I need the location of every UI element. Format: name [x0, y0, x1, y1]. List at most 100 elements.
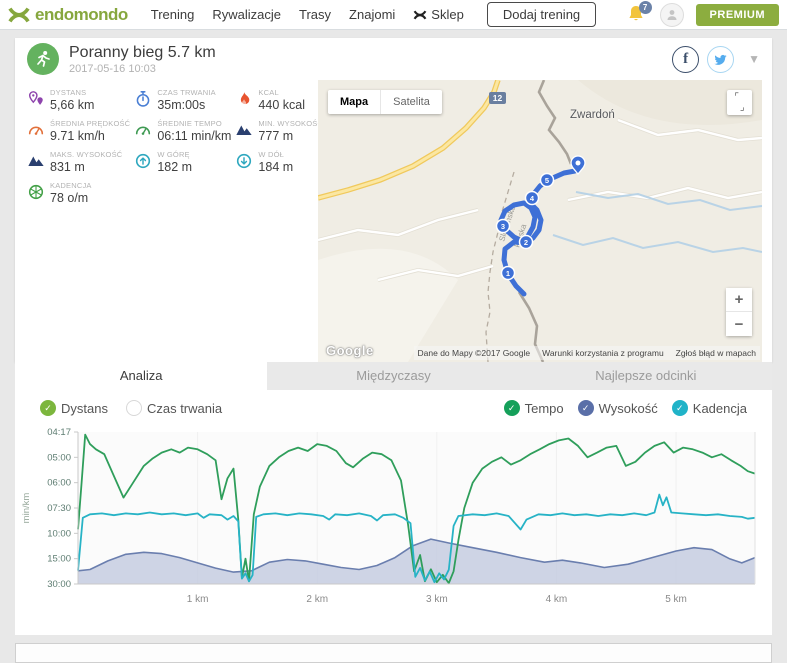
- map-view-button[interactable]: Mapa: [328, 90, 381, 114]
- twitter-share-button[interactable]: [707, 45, 735, 73]
- stats-grid: DYSTANS 5,66 km CZAS TRWANIA 35m:00s KCAL 440…: [15, 80, 323, 362]
- tab-analiza[interactable]: Analiza: [15, 362, 268, 390]
- satellite-view-button[interactable]: Satelita: [380, 90, 442, 114]
- chart-canvas: 04:17 05:00 06:00 07:30 10:00 15:00 30:00 1 km 2…: [21, 427, 756, 605]
- stat-value: 182 m: [157, 160, 193, 174]
- stat-label: DYSTANS: [50, 88, 87, 97]
- svg-text:1: 1: [506, 269, 510, 278]
- route-map[interactable]: 12SlovenskoPolska12345Zwardoń Mapa Satel…: [318, 80, 762, 362]
- running-icon: [27, 43, 59, 75]
- y-tick-label: 05:00: [47, 452, 71, 463]
- km-marker-2: [518, 234, 534, 250]
- main-nav: Trening Rywalizacje Trasy Znajomi Sklep: [142, 7, 473, 22]
- km-marker-1: [500, 265, 516, 281]
- series-kadencja: [77, 493, 756, 584]
- stat-w-górę: W GÓRĘ 182 m: [134, 150, 231, 174]
- legend-label: Kadencja: [692, 400, 747, 416]
- attribution-report-link[interactable]: Zgłoś błąd w mapach: [675, 348, 756, 358]
- avatar[interactable]: [659, 2, 684, 27]
- stat-label: KADENCJA: [50, 181, 92, 190]
- nav-item-rywalizacje[interactable]: Rywalizacje: [212, 7, 282, 22]
- legend-check-icon: ✓: [503, 400, 520, 416]
- premium-button[interactable]: PREMIUM: [695, 3, 779, 26]
- social-buttons: f ▼: [672, 45, 760, 73]
- km-marker-5: [539, 172, 555, 188]
- twitter-bird-icon: [714, 54, 727, 65]
- attribution-terms-link[interactable]: Warunki korzystania z programu: [542, 348, 664, 358]
- stat-value: 9.71 km/h: [50, 129, 105, 143]
- legend-toggle-czas-trwania[interactable]: Czas trwania: [125, 400, 223, 416]
- brand-logo[interactable]: endomondo: [8, 5, 128, 25]
- map-type-control: Mapa Satelita: [328, 90, 442, 114]
- legend-label: Tempo: [524, 400, 564, 416]
- user-icon: [667, 9, 677, 20]
- chevron-down-icon[interactable]: ▼: [748, 52, 760, 66]
- stat-label: KCAL: [258, 88, 279, 97]
- legend-group-right: ✓ Tempo ✓ Wysokość ✓ Kadencja: [503, 400, 747, 416]
- brand-name: endomondo: [35, 4, 128, 24]
- legend-label: Czas trwania: [146, 400, 223, 416]
- legend-toggle-wysokość[interactable]: ✓ Wysokość: [577, 400, 658, 416]
- stat-średnie-tempo: ŚREDNIE TEMPO 06:11 min/km: [134, 119, 231, 143]
- legend-toggle-dystans[interactable]: ✓ Dystans: [40, 400, 108, 416]
- stat-maks-wysokość: MAKS. WYSOKOŚĆ 831 m: [27, 150, 130, 174]
- km-marker-4: [524, 190, 540, 206]
- km-marker-3: [495, 218, 511, 234]
- stat-w-dół: W DÓŁ 184 m: [235, 150, 323, 174]
- nav-item-trasy[interactable]: Trasy: [299, 7, 332, 22]
- ua-shop-icon: [413, 10, 427, 19]
- workout-title: Poranny bieg 5.7 km: [69, 43, 216, 61]
- y-tick-label: 06:00: [47, 478, 71, 489]
- flame-icon: [241, 91, 250, 106]
- arrow-up-circle-icon: [136, 153, 151, 169]
- arrow-down-circle-icon: [237, 153, 252, 169]
- legend-toggle-kadencja[interactable]: ✓ Kadencja: [671, 400, 747, 416]
- series-wysoko: [77, 538, 756, 573]
- card-body: DYSTANS 5,66 km CZAS TRWANIA 35m:00s KCAL 440…: [15, 80, 772, 362]
- y-tick-label: 10:00: [47, 528, 71, 539]
- stat-value: 831 m: [50, 160, 85, 174]
- x-tick-label: 4 km: [546, 594, 568, 605]
- zoom-in-button[interactable]: +: [726, 288, 752, 312]
- facebook-share-button[interactable]: f: [672, 45, 700, 73]
- stat-label: ŚREDNIA PRĘDKOŚĆ: [50, 119, 131, 128]
- x-tick-label: 3 km: [426, 594, 448, 605]
- nav-item-trening[interactable]: Trening: [150, 7, 195, 22]
- zoom-out-button[interactable]: −: [726, 312, 752, 336]
- stat-value: 06:11 min/km: [157, 129, 232, 143]
- chart-legend: ✓ Dystans Czas trwania ✓ Tempo ✓ Wysokość ✓ Kade…: [15, 390, 772, 426]
- mountains-icon: [28, 156, 44, 166]
- add-workout-button[interactable]: Dodaj trening: [486, 2, 597, 27]
- x-tick-label: 1 km: [187, 594, 209, 605]
- svg-text:4: 4: [530, 194, 535, 203]
- topbar: endomondo Trening Rywalizacje Trasy Znajomi…: [0, 0, 787, 30]
- nav-item-sklep[interactable]: Sklep: [413, 7, 464, 22]
- distance-pins-icon: [28, 91, 43, 105]
- stat-label: W DÓŁ: [258, 150, 285, 159]
- notification-badge: 7: [638, 0, 652, 14]
- legend-toggle-tempo[interactable]: ✓ Tempo: [503, 400, 564, 416]
- notifications-button[interactable]: 7: [626, 0, 652, 26]
- nav-item-znajomi[interactable]: Znajomi: [349, 7, 396, 22]
- y-tick-label: 04:17: [47, 427, 71, 438]
- x-tick-label: 5 km: [665, 594, 687, 605]
- google-logo[interactable]: Google: [326, 343, 374, 358]
- stat-label: ŚREDNIE TEMPO: [157, 119, 222, 128]
- cadence-wheel-icon: [28, 184, 44, 200]
- stat-label: MIN. WYSOKOŚĆ: [258, 119, 324, 128]
- stat-value: 777 m: [258, 129, 294, 143]
- stat-value: 184 m: [258, 160, 294, 174]
- svg-text:3: 3: [501, 222, 505, 231]
- stat-czas-trwania: CZAS TRWANIA 35m:00s: [134, 88, 231, 112]
- tab-międzyczasy[interactable]: Międzyczasy: [267, 362, 520, 390]
- stat-kcal: KCAL 440 kcal: [235, 88, 323, 112]
- fullscreen-button[interactable]: ⌜ ⌟: [727, 90, 752, 115]
- tab-najlepsze-odcinki[interactable]: Najlepsze odcinki: [519, 362, 772, 390]
- y-axis-label: min/km: [21, 493, 32, 524]
- series-tempo: [77, 433, 756, 585]
- stat-label: CZAS TRWANIA: [157, 88, 216, 97]
- legend-check-icon: ✓: [577, 400, 594, 416]
- stat-średnia-prędkość: ŚREDNIA PRĘDKOŚĆ 9.71 km/h: [27, 119, 130, 143]
- stat-dystans: DYSTANS 5,66 km: [27, 88, 130, 112]
